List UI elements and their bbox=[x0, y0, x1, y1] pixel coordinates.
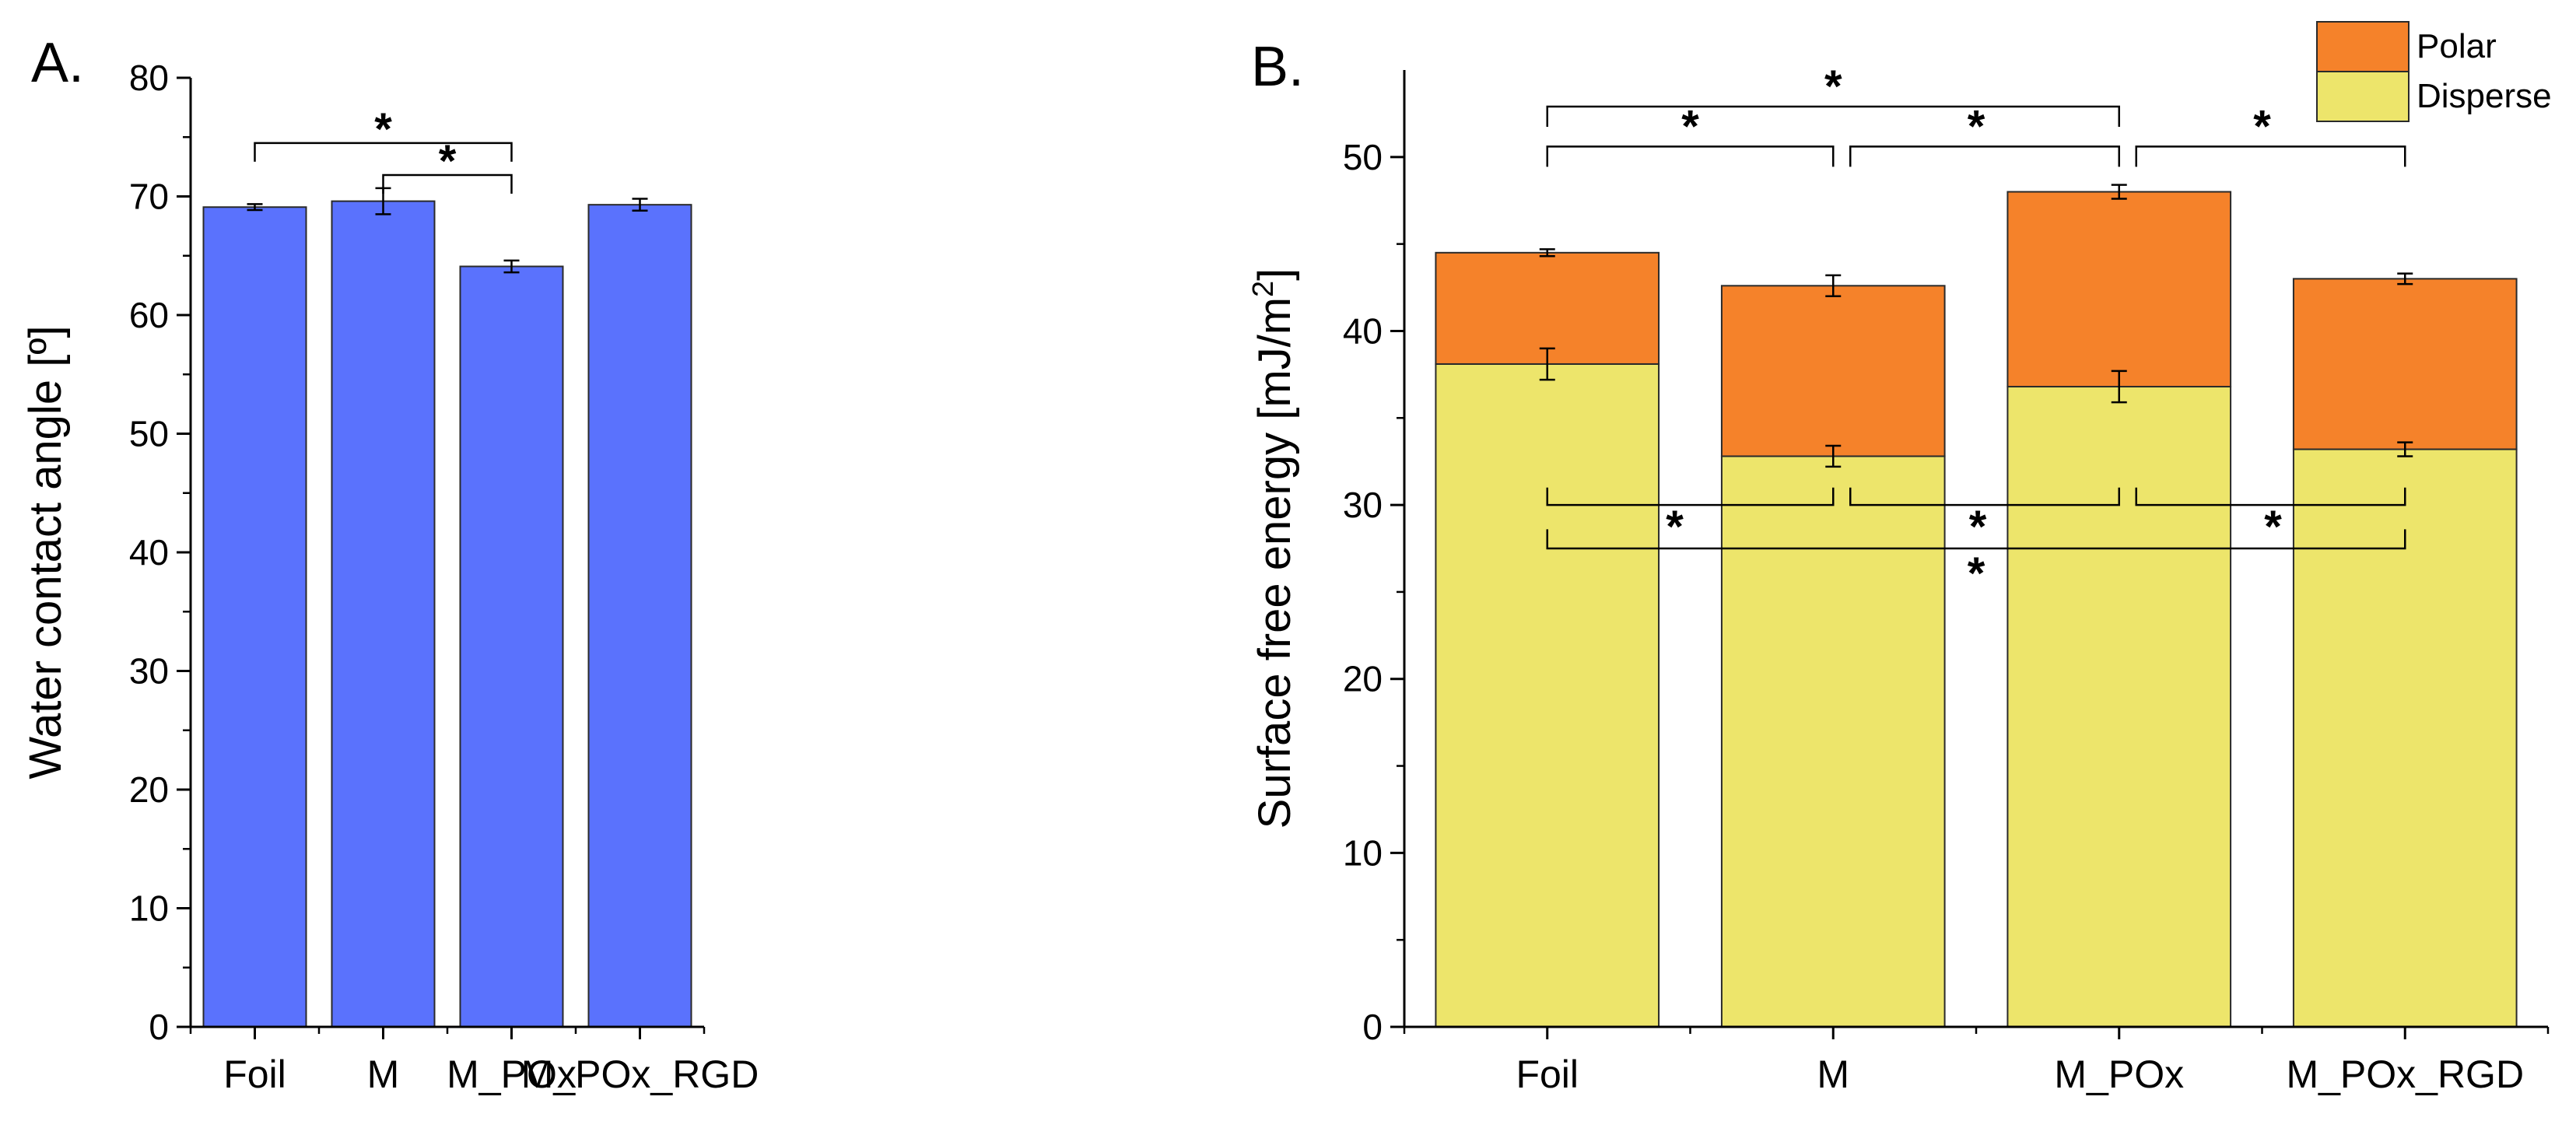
significance-bracket-disperse bbox=[1546, 529, 2406, 550]
legend-label-polar: Polar bbox=[2417, 27, 2497, 65]
x-tick-label: M_POx bbox=[2054, 1053, 2184, 1096]
y-tick-label: 40 bbox=[1343, 310, 1383, 351]
bar-disperse-foil bbox=[1435, 363, 1660, 1028]
bar-disperse-m-pox bbox=[2006, 386, 2232, 1028]
error-bar-disperse bbox=[1825, 444, 1842, 468]
x-tick-label: M_POx_RGD bbox=[2286, 1053, 2524, 1096]
error-bar-disperse bbox=[2397, 441, 2413, 457]
bar-polar-m-pox bbox=[2006, 191, 2232, 388]
y-tick-label: 50 bbox=[1343, 137, 1383, 177]
legend-swatch-polar bbox=[2316, 21, 2410, 72]
bar-polar-foil bbox=[1435, 251, 1660, 365]
panel-label: B. bbox=[1251, 36, 1304, 98]
panel-b: B. 0 10 20 30 40 50 Foil M M_POx M_POx_RGD Surface … bbox=[1247, 21, 2552, 1096]
y-axis-title: Surface free energy [mJ/m2] bbox=[1247, 268, 1300, 829]
bar-m-pox bbox=[459, 265, 564, 1028]
error-bar-disperse bbox=[2111, 370, 2127, 404]
y-tick-label: 50 bbox=[129, 414, 169, 454]
bar-m bbox=[331, 200, 436, 1028]
bar-foil bbox=[202, 206, 307, 1028]
bar-polar-m-pox-rgd bbox=[2292, 278, 2518, 450]
error-bar-polar bbox=[2111, 184, 2127, 200]
significance-bracket-disperse bbox=[1546, 487, 1835, 506]
y-axis-title: Water contact angle [º] bbox=[20, 325, 71, 779]
significance-bracket-polar bbox=[2135, 145, 2406, 167]
error-bar-polar bbox=[1825, 274, 1842, 297]
y-tick-label: 80 bbox=[129, 58, 169, 98]
error-bar bbox=[247, 203, 263, 212]
y-tick-label: 30 bbox=[1343, 485, 1383, 525]
y-tick-label: 60 bbox=[129, 295, 169, 335]
significance-star-disperse: * bbox=[1968, 548, 1985, 599]
bar-disperse-m bbox=[1720, 455, 1946, 1028]
x-tick-label: Foil bbox=[223, 1053, 286, 1096]
x-tick-label: M bbox=[367, 1053, 400, 1096]
y-tick-label: 0 bbox=[1362, 1007, 1383, 1047]
y-tick-label: 30 bbox=[129, 651, 169, 692]
y-tick-label: 40 bbox=[129, 532, 169, 573]
significance-bracket-disperse bbox=[2135, 487, 2406, 506]
significance-star-polar: * bbox=[1681, 101, 1699, 152]
legend: Polar Disperse bbox=[2316, 21, 2552, 122]
error-bar-polar bbox=[1539, 248, 1555, 257]
significance-bracket bbox=[382, 173, 513, 194]
bar-polar-m bbox=[1720, 285, 1946, 457]
bar-m-pox-rgd bbox=[587, 204, 692, 1028]
significance-star-disperse: * bbox=[1666, 502, 1684, 552]
significance-bracket-disperse bbox=[1849, 487, 2120, 506]
y-tick-label: 20 bbox=[1343, 659, 1383, 699]
x-tick-label: M bbox=[1817, 1053, 1849, 1096]
error-bar bbox=[632, 198, 648, 212]
y-tick-label: 20 bbox=[129, 769, 169, 810]
significance-bracket-polar bbox=[1546, 105, 2120, 127]
significance-star-polar: * bbox=[1968, 101, 1985, 152]
legend-swatch-disperse bbox=[2316, 71, 2410, 122]
significance-bracket-polar bbox=[1546, 145, 1835, 167]
significance-star: * bbox=[439, 136, 457, 187]
y-tick-label: 0 bbox=[149, 1007, 169, 1047]
x-tick-label: Foil bbox=[1516, 1053, 1579, 1096]
x-tick-label: M_POx_RGD bbox=[521, 1053, 759, 1096]
significance-star-polar: * bbox=[1824, 61, 1842, 112]
significance-bracket bbox=[254, 142, 513, 162]
y-tick-label: 10 bbox=[1343, 832, 1383, 873]
legend-label-disperse: Disperse bbox=[2417, 77, 2552, 115]
y-tick-label: 70 bbox=[129, 177, 169, 217]
x-tick-label: M_POx bbox=[447, 1053, 577, 1096]
significance-star-disperse: * bbox=[1969, 502, 1987, 552]
significance-bracket-polar bbox=[1849, 145, 2120, 167]
error-bar bbox=[503, 259, 520, 274]
panel-label: A. bbox=[31, 32, 84, 94]
significance-star-disperse: * bbox=[2264, 502, 2282, 552]
error-bar-disperse bbox=[1539, 347, 1555, 381]
significance-star: * bbox=[374, 104, 392, 155]
significance-star-polar: * bbox=[2253, 101, 2271, 152]
error-bar-polar bbox=[2397, 272, 2413, 286]
y-tick-label: 10 bbox=[129, 888, 169, 929]
